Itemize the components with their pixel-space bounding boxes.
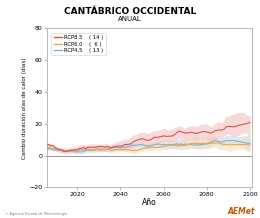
Text: CANTÁBRICO OCCIDENTAL: CANTÁBRICO OCCIDENTAL xyxy=(64,7,196,15)
Y-axis label: Cambio duración olas de calor (días): Cambio duración olas de calor (días) xyxy=(21,57,27,159)
Legend: RCP8.5    ( 14 ), RCP6.0    (  6 ), RCP4.5    ( 13 ): RCP8.5 ( 14 ), RCP6.0 ( 6 ), RCP4.5 ( 13… xyxy=(51,32,106,56)
X-axis label: Año: Año xyxy=(142,198,157,207)
Text: © Agencia Estatal de Meteorología: © Agencia Estatal de Meteorología xyxy=(5,212,67,216)
Text: ANUAL: ANUAL xyxy=(118,16,142,22)
Text: AEMet: AEMet xyxy=(227,207,255,216)
